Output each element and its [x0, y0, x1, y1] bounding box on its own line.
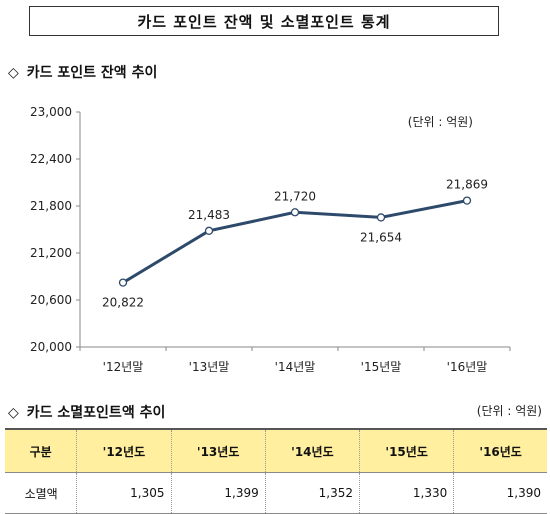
table-cell: 1,352: [265, 472, 361, 514]
table-row: 소멸액 1,305 1,399 1,352 1,330 1,390: [5, 472, 547, 514]
x-tick-label: '13년말: [189, 360, 230, 374]
data-labels: 20,822 21,483 21,720 21,654 21,869: [102, 178, 488, 310]
section-heading-expired-text: 카드 소멸포인트액 추이: [26, 405, 166, 421]
section-heading-balance: ◇ 카드 포인트 잔액 추이: [8, 62, 157, 82]
y-tick-label: 20,000: [30, 340, 72, 354]
table-header-row: 구분 '12년도 '13년도 '14년도 '15년도 '16년도: [5, 428, 547, 473]
table-cell: 1,305: [76, 472, 172, 514]
expired-points-table: 구분 '12년도 '13년도 '14년도 '15년도 '16년도 소멸액 1,3…: [5, 428, 547, 514]
table-header-cell: '16년도: [453, 428, 547, 473]
x-tick-label: '12년말: [103, 360, 144, 374]
table-cell: 1,390: [453, 472, 547, 514]
chart-unit-label: (단위 : 억원): [408, 115, 473, 129]
diamond-icon: ◇: [8, 405, 19, 421]
table-header-cell: '14년도: [265, 428, 361, 473]
table-cell: 1,330: [359, 472, 455, 514]
data-point: [204, 226, 214, 235]
y-tick-label: 23,000: [30, 105, 72, 119]
data-point: [118, 278, 128, 287]
balance-line-chart: 20,000 20,600 21,200 21,800 22,400 23,000 '12…: [30, 105, 511, 374]
table-unit-label: (단위 : 억원): [476, 404, 542, 418]
section-heading-balance-text: 카드 포인트 잔액 추이: [26, 65, 158, 81]
page-title: 카드 포인트 잔액 및 소멸포인트 통계: [29, 6, 499, 36]
y-tick-label: 20,600: [30, 293, 72, 307]
data-point: [462, 196, 472, 205]
data-label: 21,483: [188, 208, 230, 222]
data-label: 21,654: [360, 230, 402, 244]
table-header-cell: '12년도: [76, 428, 172, 473]
y-tick-label: 21,800: [30, 199, 72, 213]
table-row-label: 소멸액: [5, 472, 78, 514]
data-label: 21,720: [274, 189, 316, 203]
x-axis: '12년말 '13년말 '14년말 '15년말 '16년말: [79, 346, 511, 374]
data-points: [118, 196, 472, 287]
table-cell: 1,399: [171, 472, 266, 514]
data-point: [290, 208, 300, 217]
x-tick-label: '14년말: [275, 360, 316, 374]
x-tick-label: '15년말: [361, 360, 402, 374]
page-title-text: 카드 포인트 잔액 및 소멸포인트 통계: [137, 12, 391, 31]
table-header-cell: 구분: [5, 428, 78, 473]
y-axis: 20,000 20,600 21,200 21,800 22,400 23,000: [30, 105, 81, 354]
data-point: [376, 213, 386, 222]
data-label: 21,869: [446, 178, 488, 192]
y-tick-label: 22,400: [30, 152, 72, 166]
table-header-cell: '15년도: [359, 428, 455, 473]
data-label: 20,822: [102, 296, 144, 310]
x-tick-label: '16년말: [447, 360, 488, 374]
section-heading-expired: ◇ 카드 소멸포인트액 추이: [8, 402, 165, 422]
table-header-cell: '13년도: [171, 428, 266, 473]
y-tick-label: 21,200: [30, 246, 72, 260]
diamond-icon: ◇: [8, 65, 19, 81]
